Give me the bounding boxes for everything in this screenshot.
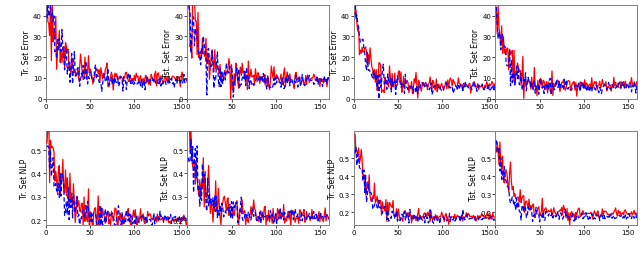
Y-axis label: Tst. Set NLP: Tst. Set NLP	[161, 156, 170, 201]
Y-axis label: Tst. Set Error: Tst. Set Error	[163, 28, 172, 77]
Y-axis label: Tr. Set Error: Tr. Set Error	[22, 31, 31, 75]
Y-axis label: Tr. Set NLP: Tr. Set NLP	[328, 158, 337, 198]
Y-axis label: Tst. Set NLP: Tst. Set NLP	[469, 156, 478, 201]
Y-axis label: Tst. Set Error: Tst. Set Error	[471, 28, 480, 77]
Y-axis label: Tr. Set Error: Tr. Set Error	[330, 31, 339, 75]
Y-axis label: Tr. Set NLP: Tr. Set NLP	[20, 158, 29, 198]
